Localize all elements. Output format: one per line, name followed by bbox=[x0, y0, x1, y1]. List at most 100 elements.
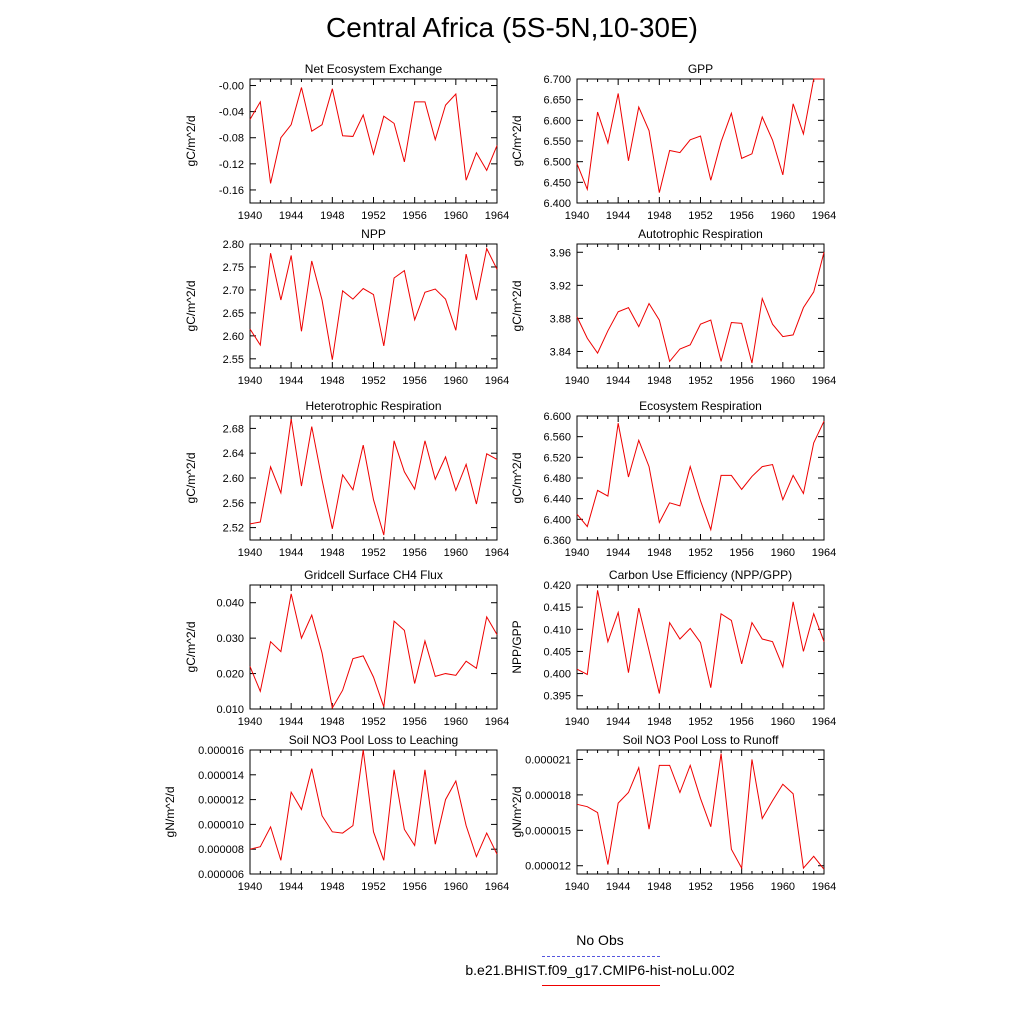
y-tick-label: 0.000012 bbox=[198, 795, 244, 807]
y-tick-label: 0.000012 bbox=[525, 861, 571, 873]
x-tick-label: 1944 bbox=[606, 210, 630, 222]
y-tick-label: 0.415 bbox=[543, 602, 571, 614]
y-tick-label: 0.010 bbox=[216, 704, 244, 716]
plot-frame bbox=[249, 584, 498, 710]
x-tick-label: 1952 bbox=[688, 716, 712, 728]
y-tick-label: -0.16 bbox=[219, 185, 244, 197]
x-tick-label: 1940 bbox=[238, 881, 262, 893]
x-tick-label: 1952 bbox=[688, 210, 712, 222]
x-tick-label: 1960 bbox=[444, 881, 468, 893]
x-tick-label: 1948 bbox=[647, 375, 671, 387]
series-line bbox=[249, 419, 498, 536]
legend-case-line bbox=[542, 985, 660, 986]
x-tick-label: 1964 bbox=[812, 547, 836, 559]
y-tick-label: 2.55 bbox=[223, 354, 244, 366]
y-tick-label: -0.00 bbox=[219, 81, 244, 93]
y-tick-label: 2.65 bbox=[223, 308, 244, 320]
panel-title: Ecosystem Respiration bbox=[639, 399, 762, 413]
x-tick-label: 1964 bbox=[812, 375, 836, 387]
y-axis-label: NPP/GPP bbox=[510, 620, 524, 673]
x-tick-label: 1956 bbox=[402, 375, 426, 387]
panel-4: Autotrophic Respiration gC/m^2/d 1940 1944 1… bbox=[510, 227, 836, 387]
y-tick-label: 0.410 bbox=[543, 624, 571, 636]
y-tick-label: 6.520 bbox=[543, 452, 571, 464]
x-tick-label: 1948 bbox=[647, 547, 671, 559]
x-tick-label: 1952 bbox=[361, 547, 385, 559]
panel-title: Gridcell Surface CH4 Flux bbox=[304, 568, 443, 582]
y-tick-label: -0.12 bbox=[219, 159, 244, 171]
y-tick-label: 6.440 bbox=[543, 494, 571, 506]
y-axis-label: gN/m^2/d bbox=[163, 787, 177, 838]
series-line bbox=[249, 247, 498, 360]
x-tick-label: 1960 bbox=[444, 210, 468, 222]
x-tick-label: 1944 bbox=[606, 547, 630, 559]
x-tick-label: 1952 bbox=[361, 210, 385, 222]
y-tick-label: 0.000018 bbox=[525, 790, 571, 802]
y-tick-label: -0.04 bbox=[219, 107, 244, 119]
panel-7: Gridcell Surface CH4 Flux gC/m^2/d 1940 194… bbox=[184, 568, 509, 728]
x-tick-label: 1952 bbox=[688, 375, 712, 387]
x-tick-label: 1940 bbox=[565, 375, 589, 387]
x-tick-label: 1960 bbox=[444, 716, 468, 728]
y-tick-label: 0.000014 bbox=[198, 770, 244, 782]
x-tick-label: 1956 bbox=[729, 547, 753, 559]
x-tick-label: 1944 bbox=[279, 547, 303, 559]
y-tick-label: 0.395 bbox=[543, 691, 571, 703]
panel-9: Soil NO3 Pool Loss to Leaching gN/m^2/d 19… bbox=[163, 733, 509, 893]
x-tick-label: 1940 bbox=[565, 716, 589, 728]
plot-frame bbox=[576, 415, 825, 541]
y-axis-label: gC/m^2/d bbox=[184, 281, 198, 332]
y-tick-label: 6.560 bbox=[543, 432, 571, 444]
panel-5: Heterotrophic Respiration gC/m^2/d 1940 194… bbox=[184, 399, 509, 559]
panel-title: Autotrophic Respiration bbox=[638, 227, 763, 241]
x-tick-label: 1948 bbox=[320, 881, 344, 893]
panel-title: Net Ecosystem Exchange bbox=[305, 62, 443, 76]
x-tick-label: 1940 bbox=[238, 375, 262, 387]
x-tick-label: 1964 bbox=[485, 375, 509, 387]
x-tick-label: 1948 bbox=[647, 210, 671, 222]
y-tick-label: 2.60 bbox=[223, 331, 244, 343]
x-tick-label: 1960 bbox=[771, 375, 795, 387]
x-tick-label: 1960 bbox=[444, 375, 468, 387]
legend-obs-line bbox=[542, 956, 660, 957]
plot-frame bbox=[249, 415, 498, 541]
x-tick-label: 1952 bbox=[361, 881, 385, 893]
x-tick-label: 1948 bbox=[320, 375, 344, 387]
y-axis-label: gC/m^2/d bbox=[184, 453, 198, 504]
x-tick-label: 1960 bbox=[444, 547, 468, 559]
series-line bbox=[576, 78, 824, 193]
x-tick-label: 1960 bbox=[771, 716, 795, 728]
panel-title: Soil NO3 Pool Loss to Runoff bbox=[623, 733, 780, 747]
legend-case-label: b.e21.BHIST.f09_g17.CMIP6-hist-noLu.002 bbox=[465, 962, 735, 978]
plot-frame bbox=[576, 78, 825, 204]
x-tick-label: 1940 bbox=[565, 881, 589, 893]
y-tick-label: 6.600 bbox=[543, 115, 571, 127]
panel-10: Soil NO3 Pool Loss to Runoff gN/m^2/d 1940… bbox=[510, 733, 836, 893]
x-tick-label: 1948 bbox=[647, 716, 671, 728]
x-tick-label: 1964 bbox=[485, 881, 509, 893]
y-tick-label: 2.80 bbox=[223, 239, 244, 251]
series-line bbox=[576, 590, 825, 694]
x-tick-label: 1952 bbox=[688, 547, 712, 559]
x-tick-label: 1960 bbox=[771, 881, 795, 893]
x-tick-label: 1960 bbox=[771, 210, 795, 222]
y-tick-label: 0.000015 bbox=[525, 825, 571, 837]
y-tick-label: 6.600 bbox=[543, 411, 571, 423]
y-axis-label: gN/m^2/d bbox=[510, 787, 524, 838]
y-tick-label: 3.84 bbox=[550, 346, 571, 358]
series-line bbox=[576, 753, 825, 870]
x-tick-label: 1948 bbox=[320, 716, 344, 728]
x-tick-label: 1944 bbox=[279, 881, 303, 893]
x-tick-label: 1960 bbox=[771, 547, 795, 559]
y-tick-label: 0.030 bbox=[216, 633, 244, 645]
series-line bbox=[249, 593, 498, 710]
x-tick-label: 1964 bbox=[812, 210, 836, 222]
x-tick-label: 1948 bbox=[647, 881, 671, 893]
x-tick-label: 1956 bbox=[402, 210, 426, 222]
panel-3: NPP gC/m^2/d 1940 1944 1948 1952 1956 1960 1964 2… bbox=[184, 227, 509, 387]
x-tick-label: 1944 bbox=[279, 375, 303, 387]
x-tick-label: 1948 bbox=[320, 547, 344, 559]
panel-6: Ecosystem Respiration gC/m^2/d 1940 1944 194… bbox=[510, 399, 836, 559]
y-tick-label: 2.56 bbox=[223, 498, 244, 510]
